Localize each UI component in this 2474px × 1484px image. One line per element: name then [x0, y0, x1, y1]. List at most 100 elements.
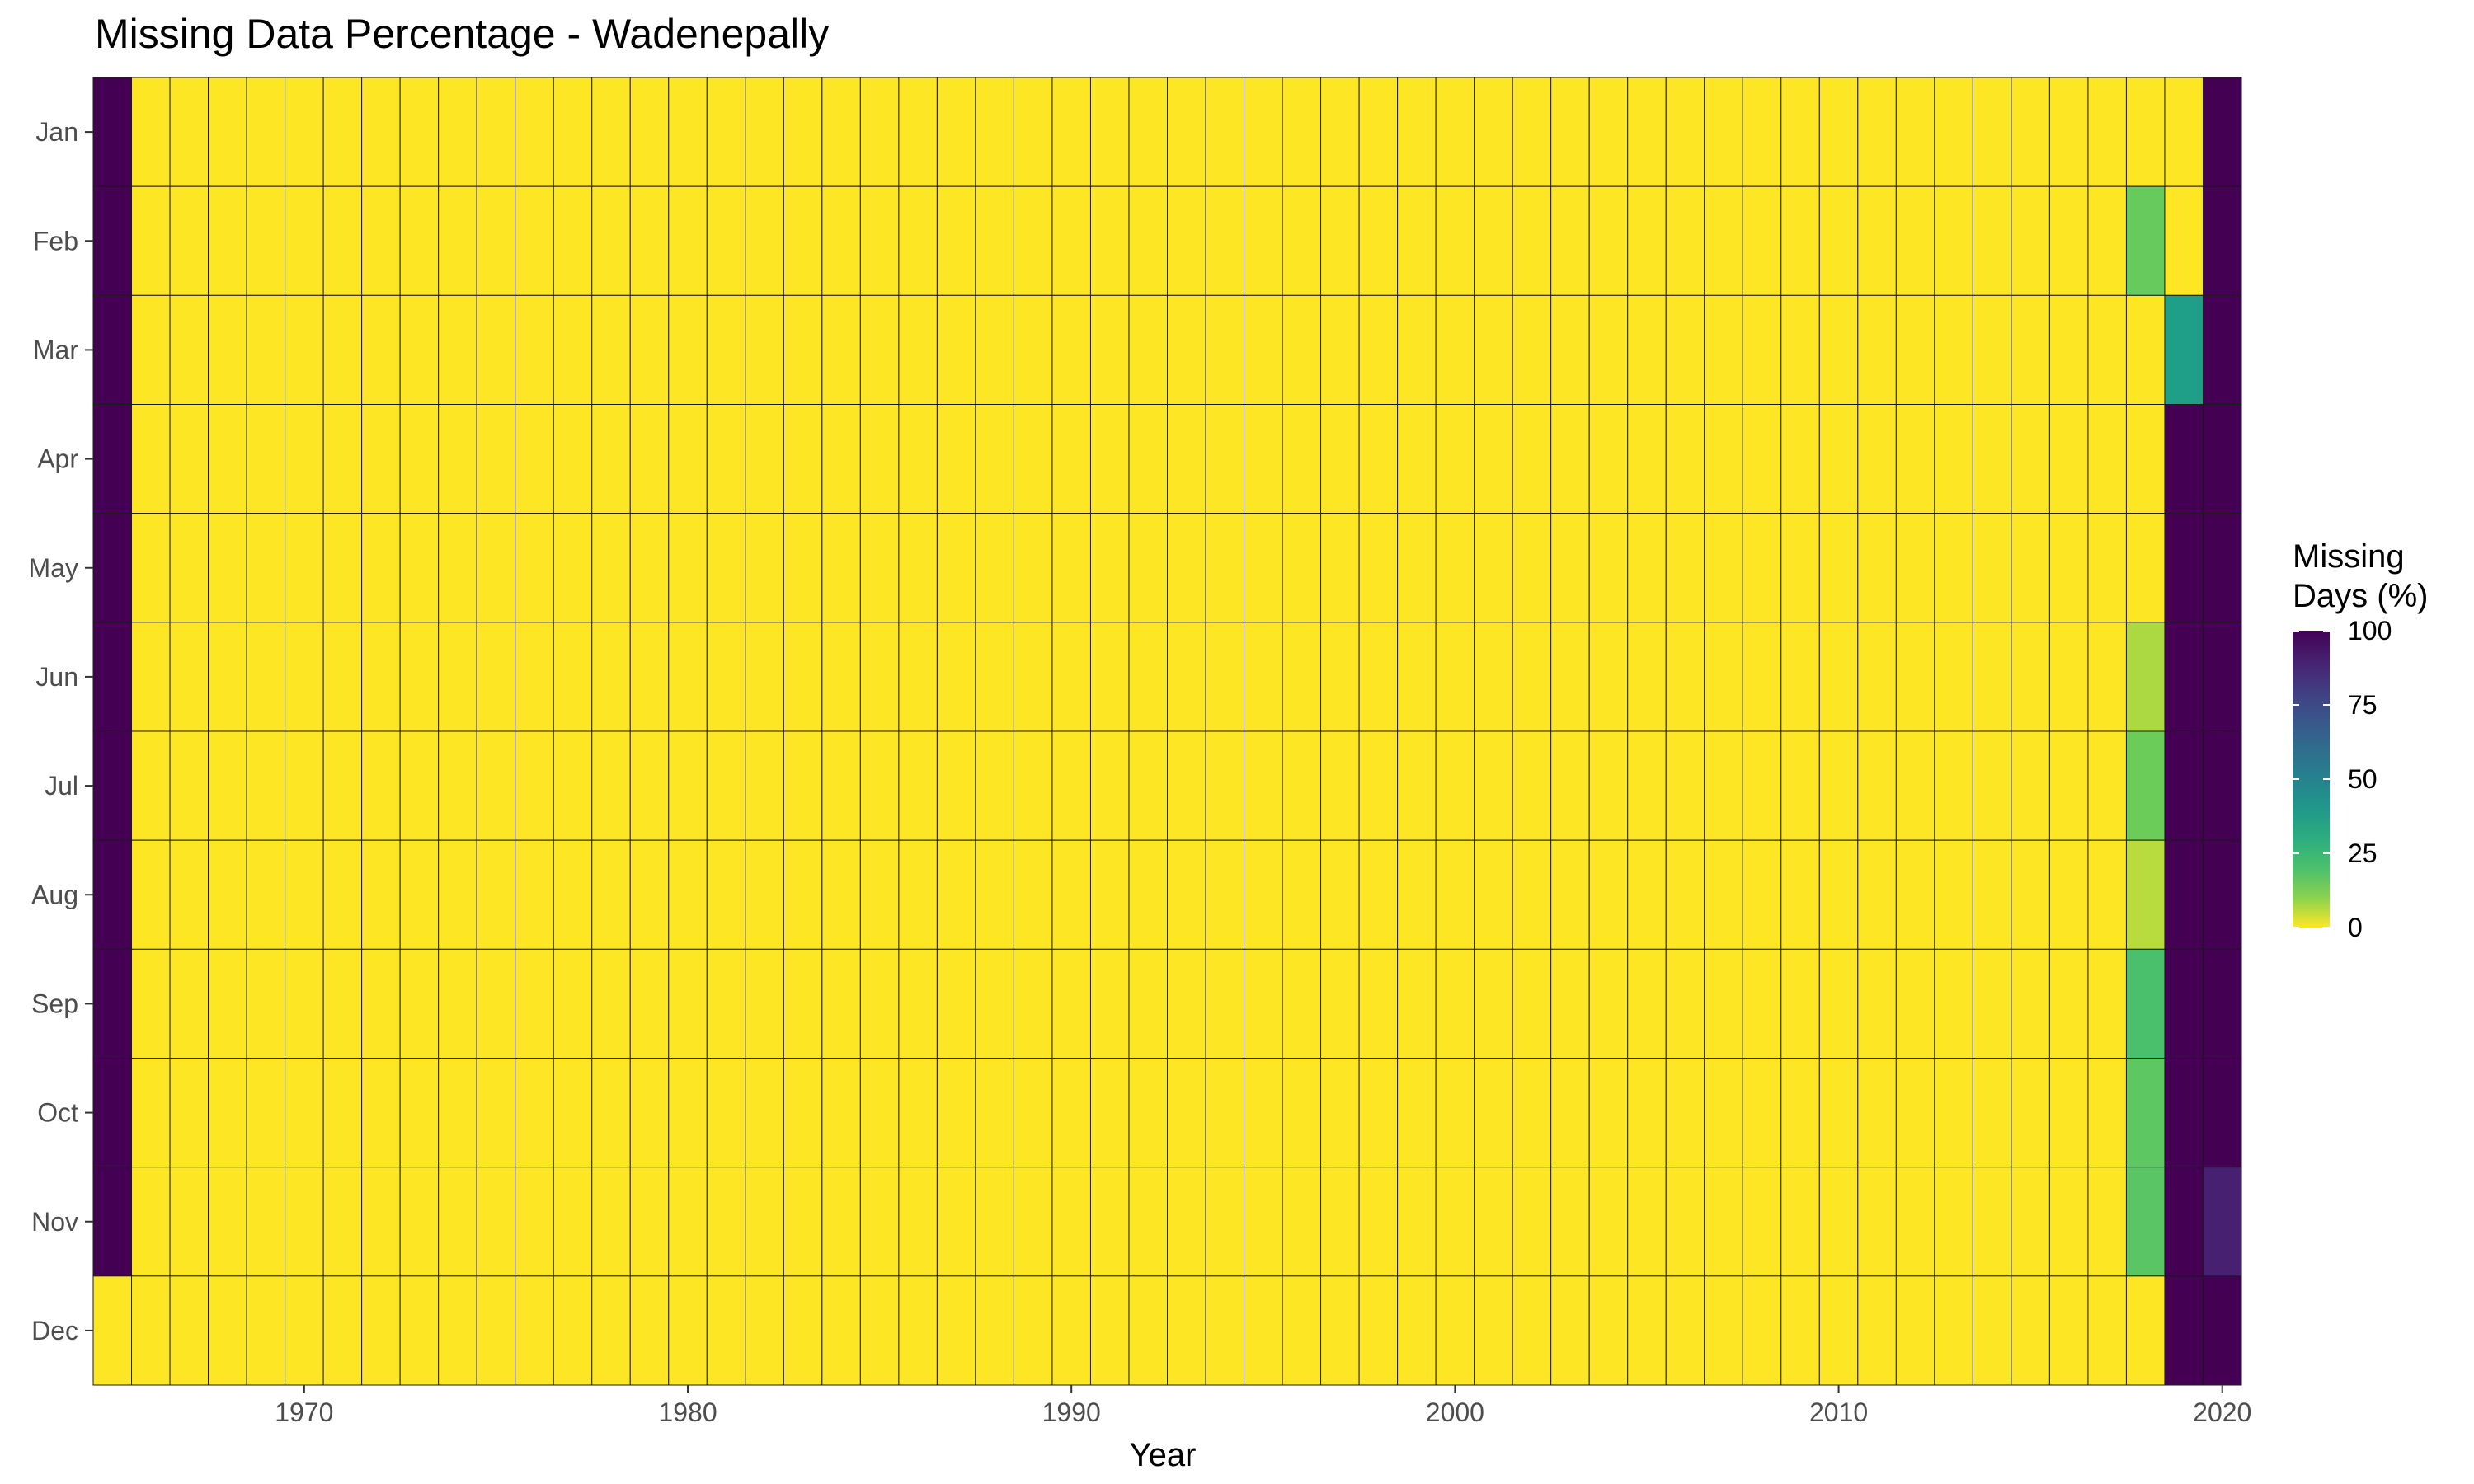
heatmap-cell — [706, 730, 746, 841]
heatmap-cell — [1780, 1058, 1820, 1168]
heatmap-cell — [706, 404, 746, 514]
heatmap-cell — [783, 948, 823, 1059]
heatmap-cell — [859, 948, 900, 1059]
heatmap-cell — [1089, 1275, 1130, 1386]
heatmap-cell — [1550, 186, 1590, 296]
heatmap-cell — [515, 404, 554, 514]
heatmap-cell — [1089, 948, 1130, 1059]
heatmap-cell — [1474, 1058, 1513, 1168]
heatmap-cell — [1051, 948, 1091, 1059]
heatmap-cell — [1895, 622, 1935, 732]
heatmap-cell — [1474, 1167, 1513, 1277]
heatmap-cell — [1128, 404, 1168, 514]
heatmap-cell — [2011, 404, 2050, 514]
heatmap-cell — [1818, 1167, 1859, 1277]
heatmap-cell — [2125, 730, 2166, 841]
x-tick-label: 2020 — [2193, 1397, 2251, 1427]
heatmap-cell — [745, 77, 784, 187]
heatmap-cell — [2087, 404, 2127, 514]
heatmap-cell — [1051, 730, 1091, 841]
heatmap-cell — [1013, 1167, 1053, 1277]
heatmap-cell — [438, 839, 477, 950]
heatmap-cell — [2164, 294, 2204, 405]
heatmap-cell — [2164, 404, 2204, 514]
heatmap-cell — [706, 948, 746, 1059]
heatmap-cell — [1818, 730, 1859, 841]
heatmap-cell — [553, 513, 593, 623]
heatmap-cell — [438, 622, 477, 732]
heatmap-cell — [859, 186, 900, 296]
heatmap-cell — [2048, 77, 2089, 187]
heatmap-cell — [2164, 622, 2204, 732]
heatmap-cell — [1167, 404, 1206, 514]
heatmap-cell — [936, 77, 976, 187]
heatmap-cell — [208, 294, 247, 405]
heatmap-cell — [1818, 186, 1859, 296]
heatmap-cell — [2048, 730, 2089, 841]
heatmap-cell — [1051, 622, 1091, 732]
heatmap-cell — [553, 1058, 593, 1168]
heatmap-cell — [1934, 839, 1973, 950]
heatmap-cell — [1435, 730, 1475, 841]
heatmap-cell — [476, 294, 516, 405]
heatmap-cell — [1857, 77, 1897, 187]
heatmap-cell — [629, 404, 670, 514]
heatmap-cell — [1051, 1167, 1091, 1277]
x-tick-label: 2000 — [1426, 1397, 1484, 1427]
heatmap-cell — [1282, 77, 1322, 187]
heatmap-cell — [1358, 186, 1399, 296]
legend-tick-label: 100 — [2348, 616, 2392, 646]
heatmap-cell — [2048, 1167, 2089, 1277]
heatmap-cell — [1588, 513, 1629, 623]
heatmap-cell — [246, 294, 286, 405]
heatmap-cell — [1550, 77, 1590, 187]
heatmap-cell — [1934, 294, 1973, 405]
heatmap-cell — [246, 513, 286, 623]
heatmap-cell — [1550, 948, 1590, 1059]
heatmap-cell — [783, 622, 823, 732]
heatmap-cell — [1282, 1167, 1322, 1277]
heatmap-cell — [1244, 1167, 1283, 1277]
heatmap-cell — [1167, 513, 1206, 623]
heatmap-cell — [169, 1058, 209, 1168]
heatmap-cell — [1128, 77, 1168, 187]
heatmap-cell — [208, 1167, 247, 1277]
heatmap-cell — [936, 186, 976, 296]
heatmap-cell — [821, 513, 861, 623]
heatmap-cell — [246, 404, 286, 514]
heatmap-cell — [1665, 1167, 1705, 1277]
heatmap-cell — [1895, 1058, 1935, 1168]
heatmap-cell — [629, 77, 670, 187]
heatmap-cell — [92, 404, 133, 514]
heatmap-cell — [745, 1275, 784, 1386]
y-tick-label: Oct — [37, 1098, 78, 1128]
heatmap-cell — [1128, 948, 1168, 1059]
y-tick-label: Apr — [37, 444, 78, 474]
heatmap-cell — [553, 839, 593, 950]
heatmap-cell — [1972, 294, 2012, 405]
heatmap-cell — [1282, 404, 1322, 514]
heatmap-cell — [322, 77, 363, 187]
heatmap-cell — [1358, 1058, 1399, 1168]
heatmap-cell — [1665, 948, 1705, 1059]
heatmap-cell — [1397, 513, 1437, 623]
heatmap-cell — [1627, 622, 1667, 732]
y-tick-label: Sep — [31, 989, 78, 1018]
heatmap-cell — [2164, 839, 2204, 950]
heatmap-cell — [1934, 948, 1973, 1059]
heatmap-cell — [629, 186, 670, 296]
heatmap-cell — [1704, 513, 1743, 623]
heatmap-cell — [399, 404, 440, 514]
heatmap-cell — [2125, 1167, 2166, 1277]
heatmap-cell — [1474, 622, 1513, 732]
heatmap-cell — [1282, 622, 1322, 732]
heatmap-cell — [668, 622, 708, 732]
heatmap-cell — [131, 77, 171, 187]
heatmap-cell — [2125, 948, 2166, 1059]
heatmap-cell — [1627, 77, 1667, 187]
heatmap-cell — [2011, 622, 2050, 732]
heatmap-cell — [285, 839, 324, 950]
heatmap-cell — [322, 839, 363, 950]
heatmap-cell — [668, 948, 708, 1059]
